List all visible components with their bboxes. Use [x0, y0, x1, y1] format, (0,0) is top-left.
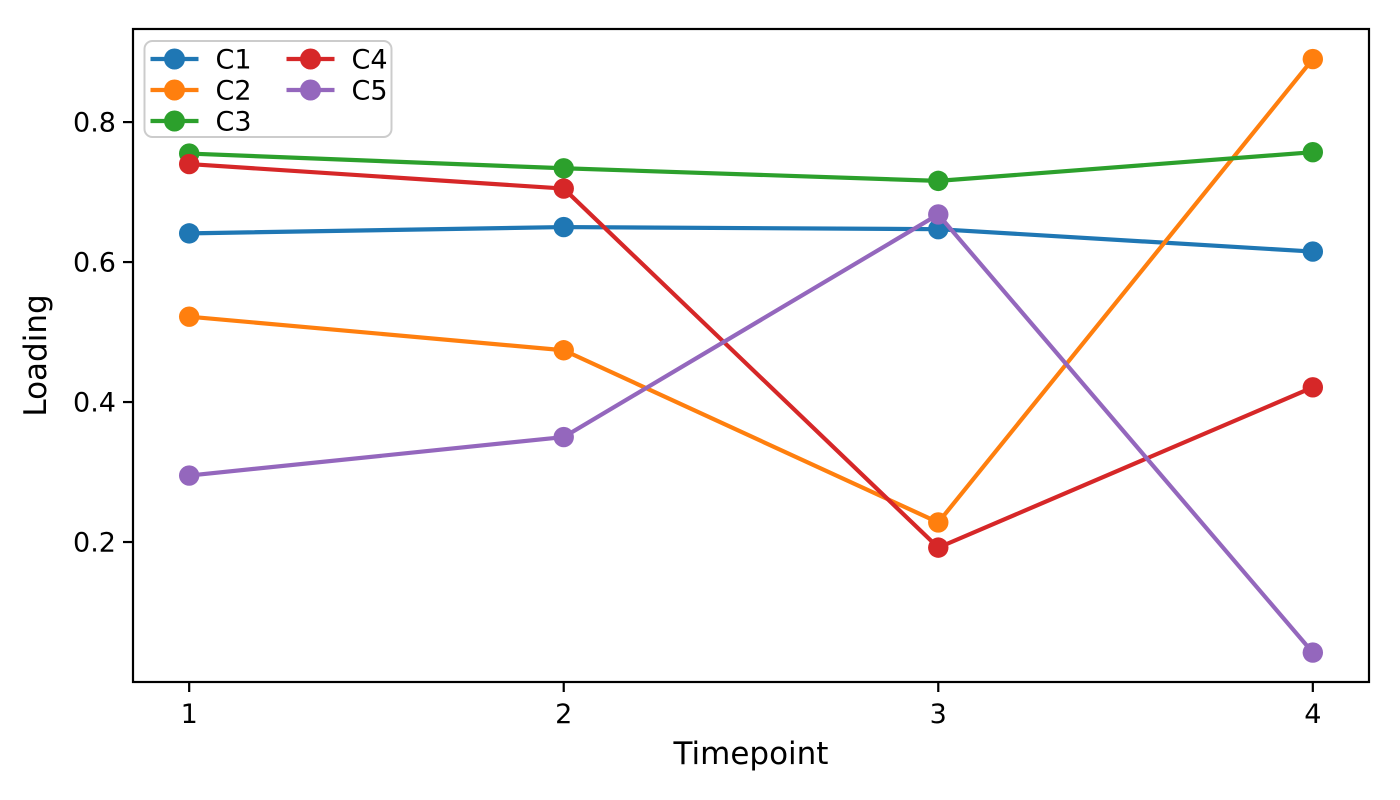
- series-line-C3: [187, 150, 1315, 183]
- y-tick-label: 0.2: [73, 528, 116, 559]
- x-tick-label: 1: [181, 699, 198, 730]
- legend-label: C5: [352, 76, 388, 107]
- data-point-C5-t2: [553, 426, 574, 448]
- data-point-C3-t4: [1302, 141, 1324, 163]
- data-point-C2-t1: [178, 306, 200, 327]
- y-tick-label: 0.6: [73, 248, 116, 279]
- data-point-C4-t2: [553, 178, 574, 199]
- data-point-C1-t2: [553, 216, 574, 238]
- data-point-C4-t3: [928, 537, 949, 558]
- legend-marker-swatch: [164, 48, 185, 70]
- series-line-C4: [187, 161, 1315, 550]
- data-point-C2-t2: [553, 340, 574, 361]
- data-point-C2-t4: [1302, 48, 1324, 70]
- legend-label: C2: [216, 76, 252, 107]
- x-tick-label: 3: [930, 699, 947, 730]
- legend-item-C5: C5: [286, 76, 388, 107]
- legend-label: C3: [216, 107, 252, 138]
- x-tick-label: 2: [555, 699, 572, 730]
- data-point-C1-t4: [1302, 241, 1324, 262]
- legend-label: C4: [352, 45, 388, 76]
- data-point-C1-t3: [928, 218, 949, 240]
- y-axis-label: Loading: [18, 294, 54, 416]
- plot-series: [178, 48, 1324, 663]
- series-line-C2: [187, 56, 1315, 525]
- data-point-C3-t3: [928, 170, 949, 192]
- legend-marker-swatch: [300, 48, 321, 70]
- data-point-C5-t3: [928, 204, 949, 225]
- legend-item-C1: C1: [150, 45, 252, 76]
- x-tick-label: 4: [1304, 699, 1321, 730]
- legend-item-C2: C2: [150, 76, 252, 107]
- legend-box: [143, 40, 393, 138]
- data-point-C3-t2: [553, 158, 574, 179]
- legend-marker-swatch: [164, 79, 185, 101]
- data-point-C4-t4: [1302, 377, 1324, 398]
- y-tick-label: 0.8: [73, 108, 116, 139]
- axes: 1 2 3 4 0.2 0.4 0.6 0.8: [73, 27, 1371, 730]
- data-point-C5-t4: [1302, 642, 1324, 663]
- legend-label: C1: [216, 45, 252, 76]
- data-point-C1-t1: [178, 223, 200, 244]
- legend-item-C4: C4: [286, 45, 388, 76]
- data-point-C5-t1: [178, 465, 200, 486]
- y-tick-label: 0.4: [73, 388, 116, 419]
- axes-spines: [131, 27, 1371, 684]
- legend-marker-swatch: [300, 79, 321, 101]
- data-point-C4-t1: [178, 153, 200, 175]
- series-line-C1: [187, 224, 1315, 254]
- legend-item-C3: C3: [150, 107, 252, 138]
- legend-marker-swatch: [164, 110, 185, 132]
- series-line-C5: [187, 212, 1315, 655]
- data-point-C2-t3: [928, 512, 949, 533]
- x-axis-label: Timepoint: [673, 736, 829, 772]
